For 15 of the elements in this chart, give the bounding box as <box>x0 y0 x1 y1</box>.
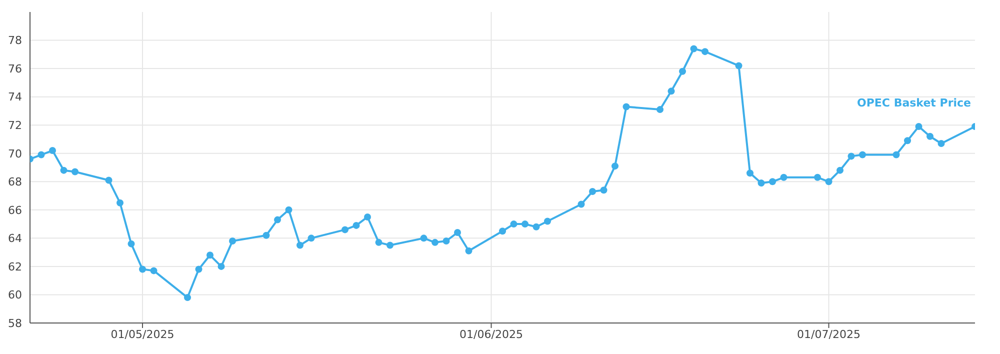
y-tick-label: 58 <box>8 316 22 330</box>
y-tick-label: 60 <box>8 288 22 302</box>
x-tick-label: 01/06/2025 <box>460 328 523 341</box>
y-tick-label: 64 <box>8 232 22 246</box>
series-label: OPEC Basket Price <box>857 96 971 110</box>
x-tick-label: 01/07/2025 <box>797 328 860 341</box>
y-tick-label: 66 <box>8 204 22 217</box>
y-tick-label: 78 <box>8 34 22 48</box>
y-tick-label: 70 <box>8 147 22 160</box>
y-tick-label: 72 <box>8 118 22 132</box>
y-tick-label: 76 <box>8 62 22 76</box>
y-tick-label: 68 <box>8 176 22 189</box>
y-tick-label: 74 <box>8 90 22 104</box>
x-tick-label: 01/05/2025 <box>110 328 174 341</box>
y-tick-label: 62 <box>8 260 22 274</box>
